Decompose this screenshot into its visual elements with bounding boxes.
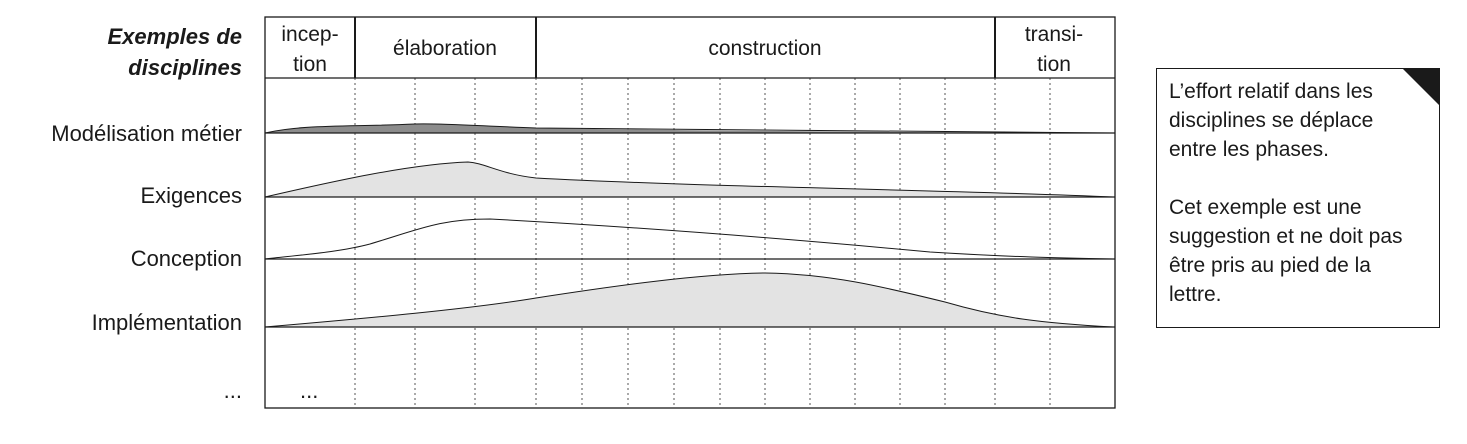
phase-transition-line1: transi- [1025, 23, 1083, 46]
phase-construction: construction [708, 37, 821, 60]
row-separators [265, 77, 1115, 328]
discipline-label-design: Conception [131, 246, 242, 271]
curve-requirements [264, 161, 1114, 198]
phase-transition-line2: tion [1037, 53, 1071, 76]
phase-dividers [354, 17, 996, 78]
phase-inception-line2: tion [293, 53, 327, 76]
discipline-label-requirements: Exigences [140, 183, 242, 208]
disciplines-header-line2: disciplines [128, 55, 242, 80]
phase-inception-line1: incep- [281, 23, 338, 46]
curve-design [264, 218, 1114, 260]
curve-business-modeling [264, 123, 1114, 134]
note-paragraph-1: L’effort relatif dans les disciplines se… [1169, 80, 1374, 161]
discipline-label-implementation: Implémentation [92, 310, 242, 335]
note-folded-corner [1402, 68, 1440, 106]
discipline-label-more: ... [224, 378, 242, 403]
phase-elaboration: élaboration [393, 37, 497, 60]
disciplines-header-line1: Exemples de [107, 24, 242, 49]
diagram-frame [264, 16, 1116, 409]
note-paragraph-2: Cet exemple est une suggestion et ne doi… [1169, 196, 1403, 306]
curve-implementation [264, 272, 1114, 328]
discipline-label-business-modeling: Modélisation métier [51, 121, 242, 146]
row-ellipsis: ... [300, 378, 318, 403]
sticky-note: L’effort relatif dans les disciplines se… [1156, 68, 1440, 328]
